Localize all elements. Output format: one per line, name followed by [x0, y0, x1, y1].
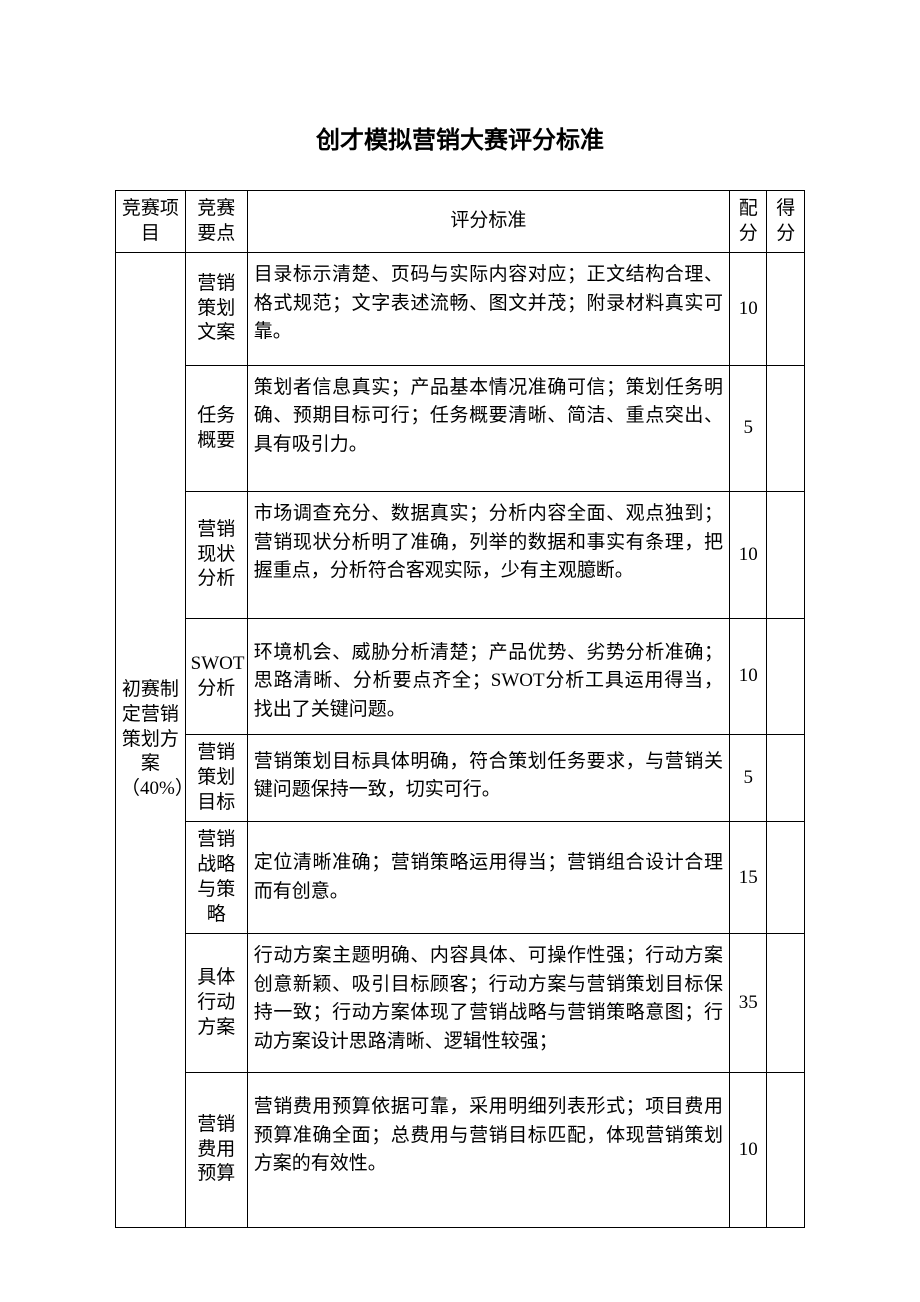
points-cell: 10: [729, 618, 767, 735]
points-cell: 5: [729, 365, 767, 492]
aspect-cell: 营销策划文案: [185, 253, 247, 366]
criteria-cell: 市场调查充分、数据真实；分析内容全面、观点独到；营销现状分析明了准确，列举的数据…: [247, 492, 729, 619]
table-row: 具体行动方案 行动方案主题明确、内容具体、可操作性强；行动方案创意新颖、吸引目标…: [116, 934, 805, 1073]
aspect-cell: 营销费用预算: [185, 1073, 247, 1228]
score-cell: [767, 934, 805, 1073]
criteria-cell: 营销费用预算依据可靠，采用明细列表形式；项目费用预算准确全面；总费用与营销目标匹…: [247, 1073, 729, 1228]
table-row: 初赛制定营销策划方案（40%） 营销策划文案 目录标示清楚、页码与实际内容对应；…: [116, 253, 805, 366]
page-title: 创才模拟营销大赛评分标准: [115, 120, 805, 155]
score-cell: [767, 618, 805, 735]
points-cell: 10: [729, 492, 767, 619]
aspect-cell: 营销现状分析: [185, 492, 247, 619]
aspect-cell: 营销战略与策略: [185, 822, 247, 934]
criteria-cell: 策划者信息真实；产品基本情况准确可信；策划任务明确、预期目标可行；任务概要清晰、…: [247, 365, 729, 492]
header-project: 竞赛项目: [116, 191, 186, 253]
header-row: 竞赛项目 竞赛要点 评分标准 配分 得分: [116, 191, 805, 253]
criteria-cell: 营销策划目标具体明确，符合策划任务要求，与营销关键问题保持一致，切实可行。: [247, 735, 729, 822]
table-row: 营销策划目标 营销策划目标具体明确，符合策划任务要求，与营销关键问题保持一致，切…: [116, 735, 805, 822]
score-cell: [767, 1073, 805, 1228]
criteria-cell: 行动方案主题明确、内容具体、可操作性强；行动方案创意新颖、吸引目标顾客；行动方案…: [247, 934, 729, 1073]
scoring-table: 竞赛项目 竞赛要点 评分标准 配分 得分 初赛制定营销策划方案（40%） 营销策…: [115, 190, 805, 1228]
points-cell: 5: [729, 735, 767, 822]
header-points: 配分: [729, 191, 767, 253]
table-row: 营销战略与策略 定位清晰准确；营销策略运用得当；营销组合设计合理而有创意。 15: [116, 822, 805, 934]
points-cell: 10: [729, 1073, 767, 1228]
table-row: 营销费用预算 营销费用预算依据可靠，采用明细列表形式；项目费用预算准确全面；总费…: [116, 1073, 805, 1228]
header-score: 得分: [767, 191, 805, 253]
table-row: SWOT分析 环境机会、威胁分析清楚；产品优势、劣势分析准确；思路清晰、分析要点…: [116, 618, 805, 735]
aspect-cell: 具体行动方案: [185, 934, 247, 1073]
points-cell: 10: [729, 253, 767, 366]
table-row: 任务概要 策划者信息真实；产品基本情况准确可信；策划任务明确、预期目标可行；任务…: [116, 365, 805, 492]
project-cell: 初赛制定营销策划方案（40%）: [116, 253, 186, 1227]
aspect-cell: 任务概要: [185, 365, 247, 492]
score-cell: [767, 253, 805, 366]
header-aspect: 竞赛要点: [185, 191, 247, 253]
score-cell: [767, 822, 805, 934]
criteria-cell: 定位清晰准确；营销策略运用得当；营销组合设计合理而有创意。: [247, 822, 729, 934]
score-cell: [767, 735, 805, 822]
table-row: 营销现状分析 市场调查充分、数据真实；分析内容全面、观点独到；营销现状分析明了准…: [116, 492, 805, 619]
points-cell: 15: [729, 822, 767, 934]
points-cell: 35: [729, 934, 767, 1073]
aspect-cell: SWOT分析: [185, 618, 247, 735]
header-criteria: 评分标准: [247, 191, 729, 253]
aspect-cell: 营销策划目标: [185, 735, 247, 822]
score-cell: [767, 492, 805, 619]
criteria-cell: 环境机会、威胁分析清楚；产品优势、劣势分析准确；思路清晰、分析要点齐全；SWOT…: [247, 618, 729, 735]
score-cell: [767, 365, 805, 492]
criteria-cell: 目录标示清楚、页码与实际内容对应；正文结构合理、格式规范；文字表述流畅、图文并茂…: [247, 253, 729, 366]
